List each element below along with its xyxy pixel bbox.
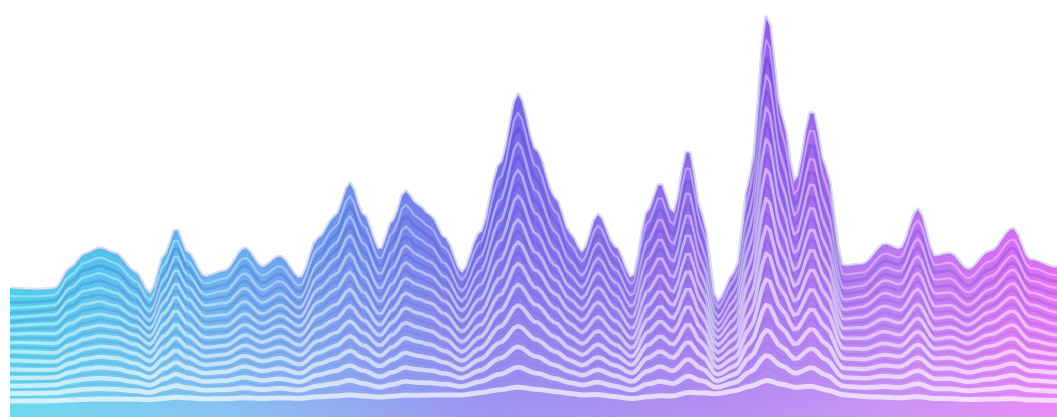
wave-layers-group [9, 13, 1057, 417]
